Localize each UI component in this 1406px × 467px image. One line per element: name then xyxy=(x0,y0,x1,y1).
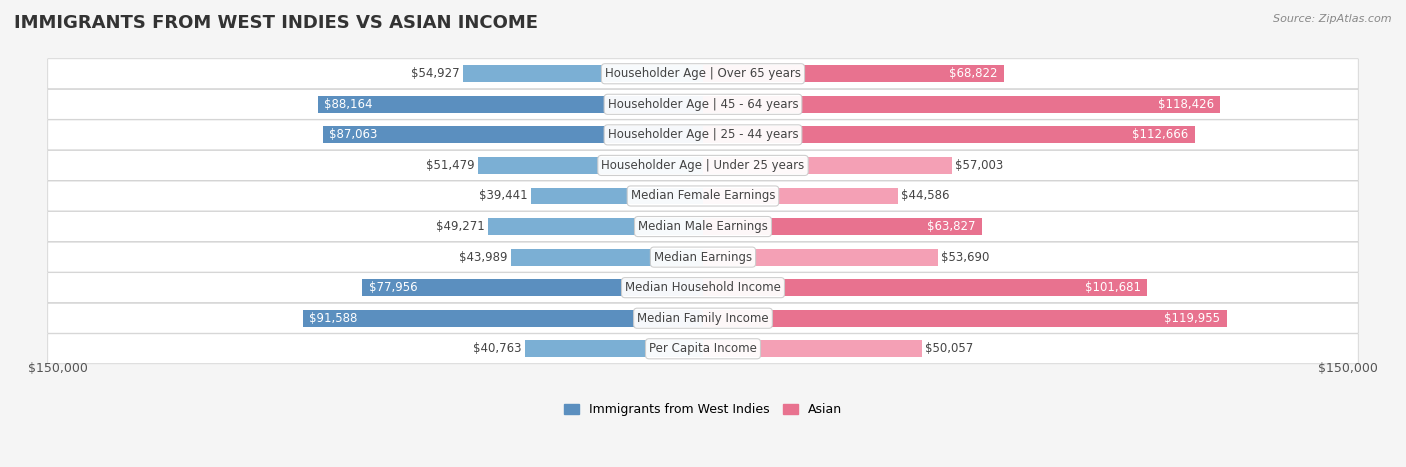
Bar xyxy=(703,310,1227,326)
Bar xyxy=(703,127,1195,143)
Bar xyxy=(463,65,703,82)
FancyBboxPatch shape xyxy=(48,273,1358,303)
Text: IMMIGRANTS FROM WEST INDIES VS ASIAN INCOME: IMMIGRANTS FROM WEST INDIES VS ASIAN INC… xyxy=(14,14,538,32)
Text: $87,063: $87,063 xyxy=(329,128,378,142)
Text: $51,479: $51,479 xyxy=(426,159,475,172)
Text: $118,426: $118,426 xyxy=(1157,98,1213,111)
FancyBboxPatch shape xyxy=(48,59,1358,89)
Text: Median Family Income: Median Family Income xyxy=(637,312,769,325)
Text: Median Household Income: Median Household Income xyxy=(626,281,780,294)
FancyBboxPatch shape xyxy=(48,212,1358,241)
Text: $40,763: $40,763 xyxy=(474,342,522,355)
Bar xyxy=(703,340,922,357)
Text: Per Capita Income: Per Capita Income xyxy=(650,342,756,355)
Text: $63,827: $63,827 xyxy=(927,220,976,233)
FancyBboxPatch shape xyxy=(48,150,1358,180)
Text: $88,164: $88,164 xyxy=(325,98,373,111)
Bar xyxy=(318,96,703,113)
Text: $57,003: $57,003 xyxy=(955,159,1004,172)
Bar xyxy=(323,127,703,143)
Text: $68,822: $68,822 xyxy=(949,67,997,80)
Text: $50,057: $50,057 xyxy=(925,342,973,355)
Text: $39,441: $39,441 xyxy=(479,190,527,203)
Bar xyxy=(703,65,1004,82)
Bar xyxy=(478,157,703,174)
FancyBboxPatch shape xyxy=(48,242,1358,272)
Text: Householder Age | 25 - 44 years: Householder Age | 25 - 44 years xyxy=(607,128,799,142)
Text: $44,586: $44,586 xyxy=(901,190,949,203)
Bar xyxy=(703,96,1220,113)
Bar xyxy=(530,188,703,205)
Bar xyxy=(510,249,703,266)
Text: $77,956: $77,956 xyxy=(368,281,418,294)
Text: $101,681: $101,681 xyxy=(1084,281,1140,294)
Bar xyxy=(302,310,703,326)
Text: Median Female Earnings: Median Female Earnings xyxy=(631,190,775,203)
FancyBboxPatch shape xyxy=(48,89,1358,119)
Text: $49,271: $49,271 xyxy=(436,220,485,233)
FancyBboxPatch shape xyxy=(48,303,1358,333)
Text: $53,690: $53,690 xyxy=(941,251,990,263)
Bar xyxy=(703,279,1147,296)
Text: $150,000: $150,000 xyxy=(1317,362,1378,375)
FancyBboxPatch shape xyxy=(48,120,1358,150)
Text: Householder Age | Over 65 years: Householder Age | Over 65 years xyxy=(605,67,801,80)
Text: Median Male Earnings: Median Male Earnings xyxy=(638,220,768,233)
Bar xyxy=(524,340,703,357)
FancyBboxPatch shape xyxy=(48,334,1358,364)
Text: $91,588: $91,588 xyxy=(309,312,359,325)
Text: Source: ZipAtlas.com: Source: ZipAtlas.com xyxy=(1274,14,1392,24)
Bar xyxy=(703,249,938,266)
Bar xyxy=(488,218,703,235)
Text: $112,666: $112,666 xyxy=(1132,128,1188,142)
Bar xyxy=(703,218,981,235)
Text: $43,989: $43,989 xyxy=(460,251,508,263)
Bar xyxy=(363,279,703,296)
FancyBboxPatch shape xyxy=(48,181,1358,211)
Text: Householder Age | Under 25 years: Householder Age | Under 25 years xyxy=(602,159,804,172)
Text: $119,955: $119,955 xyxy=(1164,312,1220,325)
Text: Median Earnings: Median Earnings xyxy=(654,251,752,263)
Text: $150,000: $150,000 xyxy=(28,362,89,375)
Bar xyxy=(703,188,898,205)
Bar xyxy=(703,157,952,174)
Text: Householder Age | 45 - 64 years: Householder Age | 45 - 64 years xyxy=(607,98,799,111)
Legend: Immigrants from West Indies, Asian: Immigrants from West Indies, Asian xyxy=(560,398,846,421)
Text: $54,927: $54,927 xyxy=(411,67,460,80)
